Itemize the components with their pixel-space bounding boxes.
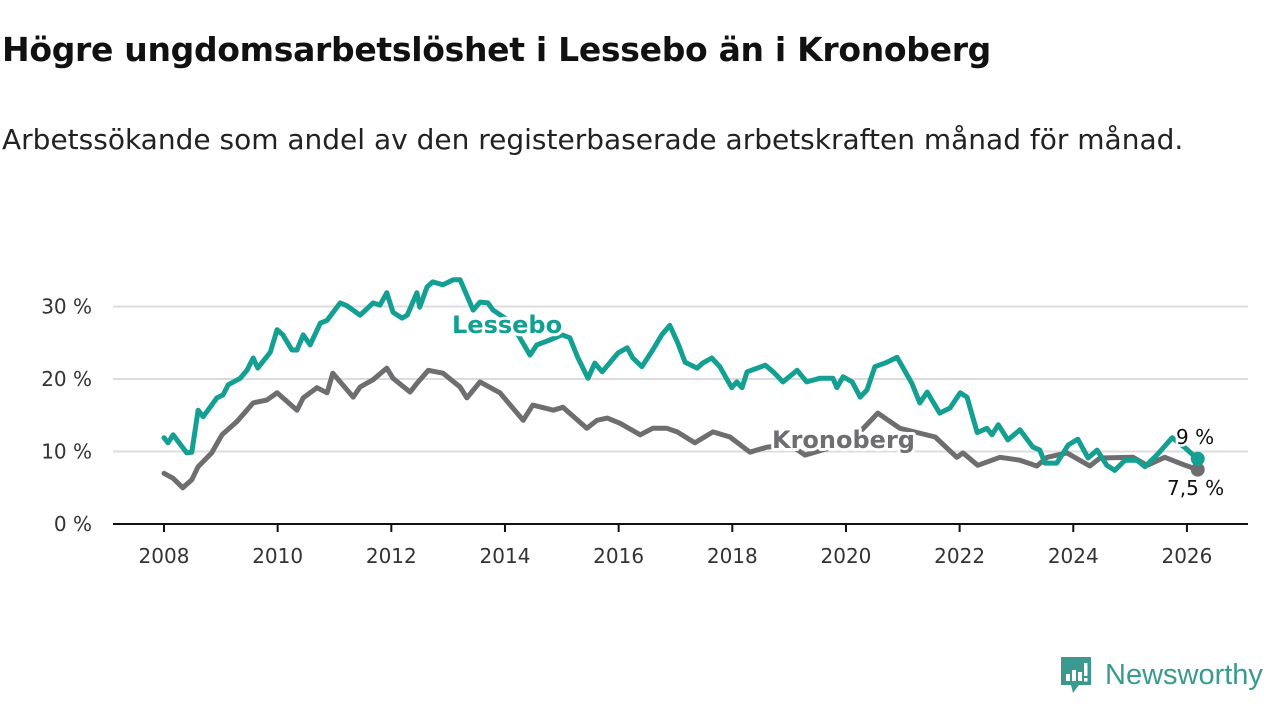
x-tick-label: 2012 <box>366 544 417 568</box>
x-tick-label: 2026 <box>1161 544 1212 568</box>
x-tick-label: 2010 <box>252 544 303 568</box>
x-tick-label: 2016 <box>593 544 644 568</box>
end-point-kronoberg <box>1190 462 1205 477</box>
end-point-lessebo <box>1190 451 1205 466</box>
chart-subtitle: Arbetssökande som andel av den registerb… <box>2 123 1184 156</box>
y-tick-label: 20 % <box>41 367 92 391</box>
y-tick-label: 30 % <box>41 295 92 319</box>
chart-title: Högre ungdomsarbetslöshet i Lessebo än i… <box>2 30 992 69</box>
series-label-kronoberg: Kronoberg <box>772 426 915 454</box>
x-tick-label: 2024 <box>1048 544 1099 568</box>
y-tick-label: 10 % <box>41 440 92 464</box>
series-lines <box>161 277 1205 491</box>
end-label-kronoberg: 7,5 % <box>1167 476 1224 500</box>
end-label-lessebo: 9 % <box>1176 425 1214 449</box>
series-line-kronoberg <box>161 365 1201 491</box>
x-axis-ticks: 2008 2010 2012 2014 2016 2018 2020 2022 2024 2026 <box>139 524 1212 568</box>
x-tick-label: 2014 <box>480 544 531 568</box>
y-tick-label: 0 % <box>54 512 92 536</box>
newsworthy-logo: Newsworthy <box>1059 655 1263 695</box>
x-tick-label: 2018 <box>707 544 758 568</box>
series-label-lessebo: Lessebo <box>452 311 562 339</box>
logo-text: Newsworthy <box>1105 658 1263 691</box>
x-tick-label: 2008 <box>139 544 190 568</box>
series-line-lessebo <box>161 277 1201 473</box>
x-tick-label: 2022 <box>934 544 985 568</box>
newsworthy-logo-icon <box>1061 657 1091 693</box>
gridlines <box>113 305 1248 453</box>
y-axis-ticks: 0 % 10 % 20 % 30 % <box>41 295 92 537</box>
x-tick-label: 2020 <box>821 544 872 568</box>
